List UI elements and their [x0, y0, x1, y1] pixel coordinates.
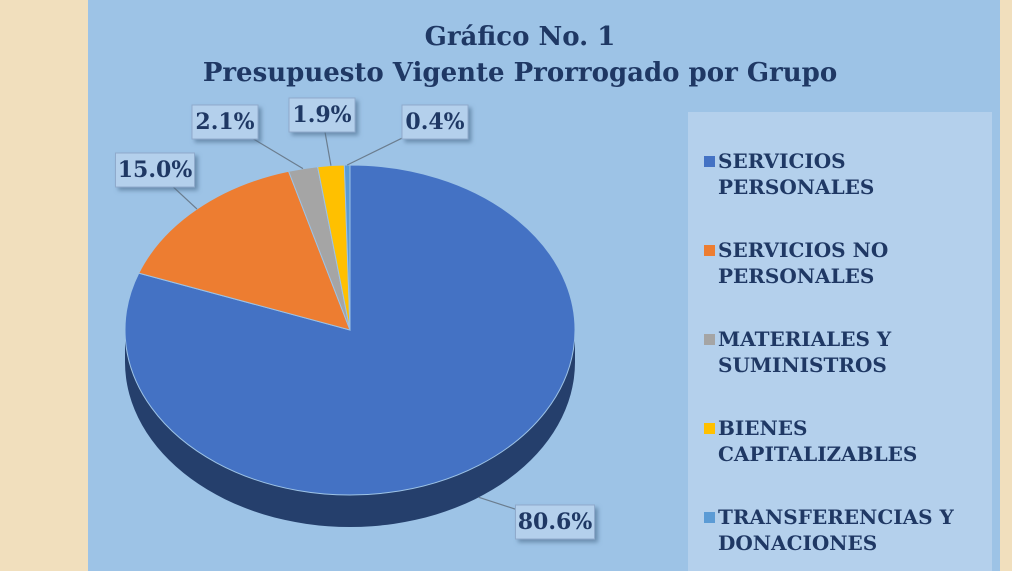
legend-item: TRANSFERENCIAS Y DONACIONES	[704, 504, 988, 556]
data-labels: 80.6% 15.0%2.1% 1.9% 0.4%	[115, 97, 595, 540]
legend-swatch	[704, 245, 715, 256]
legend-item: SERVICIOS PERSONALES	[704, 148, 988, 200]
data-label-box	[515, 504, 595, 540]
legend-swatch	[704, 334, 715, 345]
legend-label: SERVICIOS PERSONALES	[718, 149, 875, 199]
legend-swatch	[704, 512, 715, 523]
legend-label: SERVICIOS NO PERSONALES	[718, 238, 889, 288]
legend-item: MATERIALES Y SUMINISTROS	[704, 326, 988, 378]
data-label-box	[401, 104, 469, 140]
data-label: 1.9%	[292, 102, 351, 128]
pie	[124, 164, 576, 527]
legend-label: BIENES CAPITALIZABLES	[718, 416, 918, 466]
chart-subtitle: Presupuesto Vigente Prorrogado por Grupo	[203, 58, 837, 88]
legend-item: SERVICIOS NO PERSONALES	[704, 237, 988, 289]
legend-label: MATERIALES Y SUMINISTROS	[718, 327, 892, 377]
pie-slice	[138, 170, 351, 331]
data-label: 2.1%	[195, 109, 254, 135]
legend-swatch	[704, 423, 715, 434]
data-label-box	[191, 104, 259, 140]
legend-swatch	[704, 156, 715, 167]
chart-title: Gráfico No. 1	[425, 22, 616, 52]
data-label-box	[115, 152, 195, 188]
data-label: 0.4%	[405, 109, 464, 135]
legend-item: BIENES CAPITALIZABLES	[704, 415, 988, 467]
data-label: 15.0%	[118, 157, 193, 183]
data-label: 80.6%	[518, 509, 593, 535]
slice-side	[125, 330, 575, 527]
data-label-box	[288, 97, 356, 133]
legend-box	[688, 112, 992, 571]
legend-label: TRANSFERENCIAS Y DONACIONES	[718, 505, 954, 555]
